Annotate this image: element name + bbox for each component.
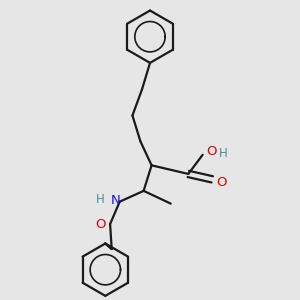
Text: O: O: [216, 176, 227, 189]
Text: N: N: [111, 194, 121, 207]
Text: H: H: [96, 193, 105, 206]
Text: O: O: [206, 145, 216, 158]
Text: H: H: [219, 147, 227, 160]
Text: O: O: [95, 218, 106, 231]
